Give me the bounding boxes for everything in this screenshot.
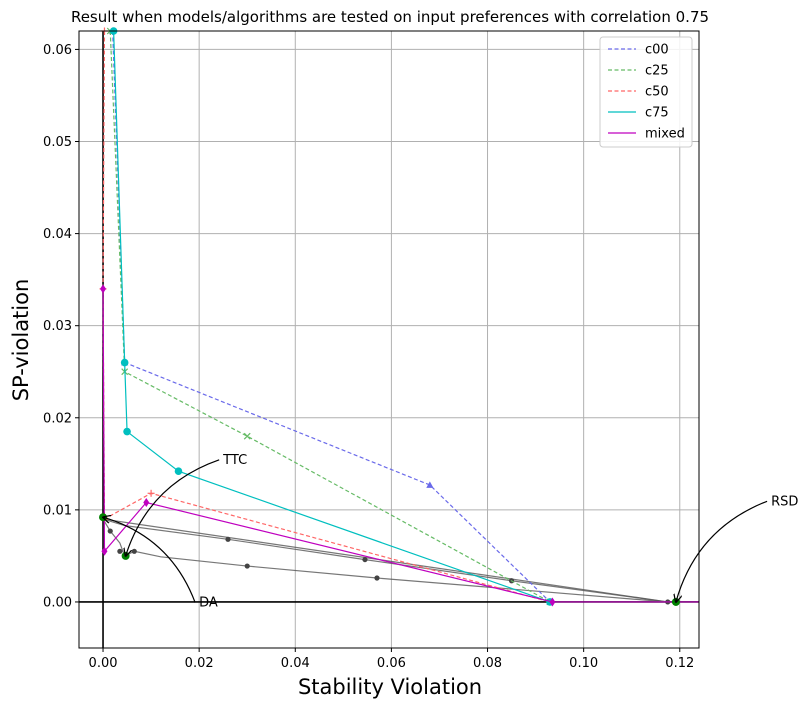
frontier-point [107, 528, 113, 534]
frontier-point [362, 556, 368, 563]
x-tick-label: 0.04 [281, 656, 310, 671]
y-tick-label: 0.00 [43, 595, 72, 610]
x-marker-stroke [243, 432, 251, 440]
legend: c00 c25 c50 c75 mixed [599, 36, 693, 148]
series-line-c75 [113, 30, 551, 603]
y-axis-label: SP-violation [9, 279, 33, 402]
y-tick-label: 0.02 [43, 411, 72, 426]
diamond-marker [100, 284, 107, 294]
annotation-label: RSD [771, 494, 798, 509]
y-tick-label: 0.05 [43, 135, 72, 150]
legend-box [599, 36, 693, 148]
series-line-c00 [112, 30, 551, 603]
plot-frame [78, 30, 700, 649]
legend-label-c75: c75 [645, 106, 669, 121]
chart-title: Result when models/algorithms are tested… [71, 8, 709, 26]
plus-marker [147, 489, 155, 497]
x-tick-label: 0.12 [665, 656, 694, 671]
legend-label-mixed: mixed [645, 127, 685, 142]
y-tick-label: 0.03 [43, 319, 72, 334]
y-tick-label: 0.04 [43, 227, 72, 242]
legend-label-c50: c50 [645, 85, 669, 100]
grid [79, 31, 699, 648]
series-line-c50 [102, 30, 551, 603]
diamond-marker [101, 546, 108, 556]
series-line-c25 [109, 30, 551, 603]
annotation-arrow [126, 459, 220, 556]
annotation-arrow [676, 500, 768, 602]
legend-label-c00: c00 [645, 43, 669, 58]
frontier-point [225, 536, 231, 542]
legend-label-c25: c25 [645, 64, 669, 79]
series-c00 [109, 27, 554, 605]
diamond-marker [143, 497, 150, 507]
x-marker [243, 432, 251, 440]
frontier-point [374, 575, 380, 581]
x-axis-label: Stability Violation [298, 675, 482, 699]
frontier-point [117, 548, 123, 554]
circle-marker [123, 427, 131, 436]
x-tick-label: 0.00 [89, 656, 118, 671]
annotation-label: DA [199, 596, 218, 611]
annotations: TTC DA RSD [103, 453, 798, 611]
circle-marker [174, 467, 183, 475]
annotation-label: TTC [222, 453, 247, 468]
x-tick-label: 0.02 [185, 656, 214, 671]
triangle-marker [426, 481, 434, 488]
frontier-point [131, 548, 137, 554]
y-tick-label: 0.01 [43, 503, 72, 518]
series-c50 [99, 27, 554, 606]
series-line-mixed [102, 288, 553, 603]
x-tick-label: 0.06 [377, 656, 406, 671]
ticks: 0.00 0.02 0.04 0.06 0.08 0.10 0.12 0.00 0.01 0.02… [43, 43, 694, 671]
x-tick-label: 0.08 [473, 656, 502, 671]
y-tick-label: 0.06 [43, 43, 72, 58]
frontier-line [102, 518, 668, 603]
circle-marker [120, 358, 129, 367]
plot-area [99, 27, 699, 607]
x-tick-label: 0.10 [569, 656, 598, 671]
frontier-point [244, 563, 250, 569]
annotation-arrow [103, 517, 196, 603]
series-c25 [106, 27, 554, 606]
